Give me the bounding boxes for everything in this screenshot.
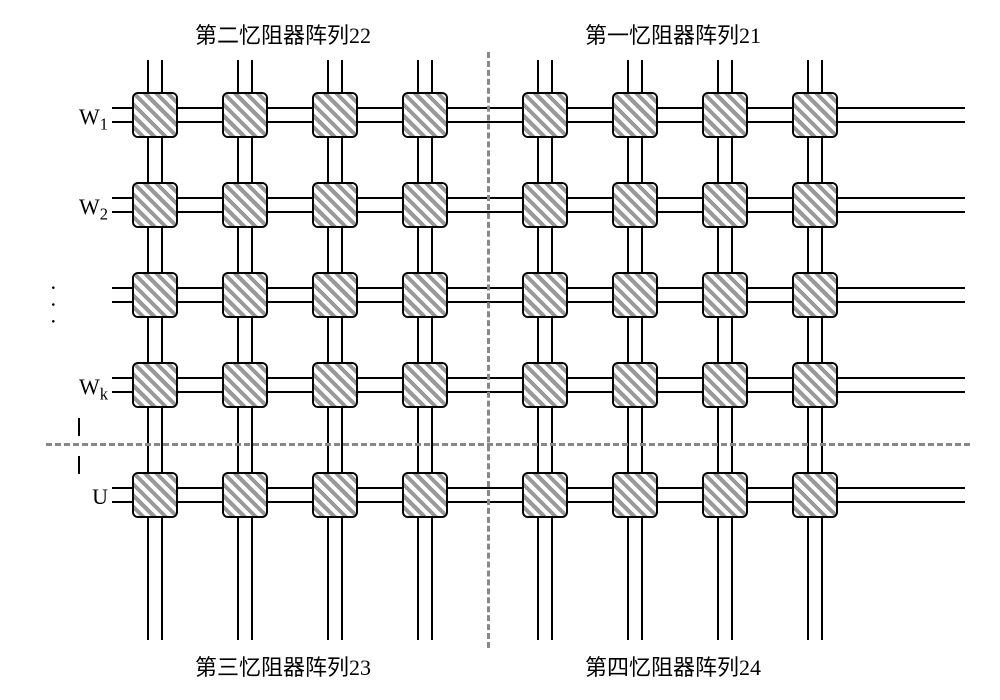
memristor-cell <box>312 272 358 318</box>
col-bar <box>237 60 253 640</box>
memristor-cell <box>612 182 658 228</box>
left-tick-lower <box>78 456 80 474</box>
label-array-3: 第三忆阻器阵列23 <box>195 650 371 682</box>
memristor-cell <box>612 472 658 518</box>
col-bar <box>627 60 643 640</box>
row-label-dots: · · · <box>40 284 66 327</box>
label-array-2: 第二忆阻器阵列22 <box>195 18 371 50</box>
divider-horizontal <box>46 443 970 446</box>
memristor-cell <box>702 92 748 138</box>
memristor-cell <box>132 182 178 228</box>
memristor-cell <box>222 272 268 318</box>
memristor-cell <box>402 272 448 318</box>
memristor-cell <box>792 182 838 228</box>
memristor-cell <box>522 272 568 318</box>
memristor-cell <box>522 472 568 518</box>
memristor-cell <box>132 472 178 518</box>
row-label-w1: W1 <box>48 104 108 134</box>
col-bar <box>417 60 433 640</box>
memristor-cell <box>792 92 838 138</box>
memristor-cell <box>132 272 178 318</box>
memristor-cell <box>612 272 658 318</box>
memristor-cell <box>702 182 748 228</box>
label-array-1: 第一忆阻器阵列21 <box>585 18 761 50</box>
col-bar <box>807 60 823 640</box>
col-bar <box>717 60 733 640</box>
memristor-cell <box>402 362 448 408</box>
memristor-cell <box>792 362 838 408</box>
left-tick-upper <box>78 418 80 436</box>
memristor-cell <box>702 472 748 518</box>
memristor-cell <box>792 472 838 518</box>
col-bar <box>147 60 163 640</box>
memristor-cell <box>132 362 178 408</box>
memristor-cell <box>132 92 178 138</box>
diagram-container: 第二忆阻器阵列22 第一忆阻器阵列21 第三忆阻器阵列23 第四忆阻器阵列24 … <box>0 0 1000 700</box>
row-label-wk: Wk <box>48 374 108 404</box>
label-array-4: 第四忆阻器阵列24 <box>585 650 761 682</box>
memristor-cell <box>312 182 358 228</box>
memristor-cell <box>312 472 358 518</box>
memristor-cell <box>402 182 448 228</box>
memristor-cell <box>702 362 748 408</box>
memristor-cell <box>312 92 358 138</box>
memristor-cell <box>402 92 448 138</box>
memristor-cell <box>522 362 568 408</box>
memristor-cell <box>612 362 658 408</box>
row-label-u: U <box>48 484 108 510</box>
memristor-cell <box>522 92 568 138</box>
row-label-w2: W2 <box>48 194 108 224</box>
memristor-cell <box>222 92 268 138</box>
memristor-cell <box>522 182 568 228</box>
memristor-cell <box>402 472 448 518</box>
memristor-cell <box>702 272 748 318</box>
memristor-cell <box>792 272 838 318</box>
col-bar <box>327 60 343 640</box>
memristor-cell <box>222 472 268 518</box>
divider-vertical <box>487 52 490 648</box>
memristor-cell <box>222 182 268 228</box>
memristor-cell <box>612 92 658 138</box>
memristor-cell <box>312 362 358 408</box>
memristor-cell <box>222 362 268 408</box>
col-bar <box>537 60 553 640</box>
